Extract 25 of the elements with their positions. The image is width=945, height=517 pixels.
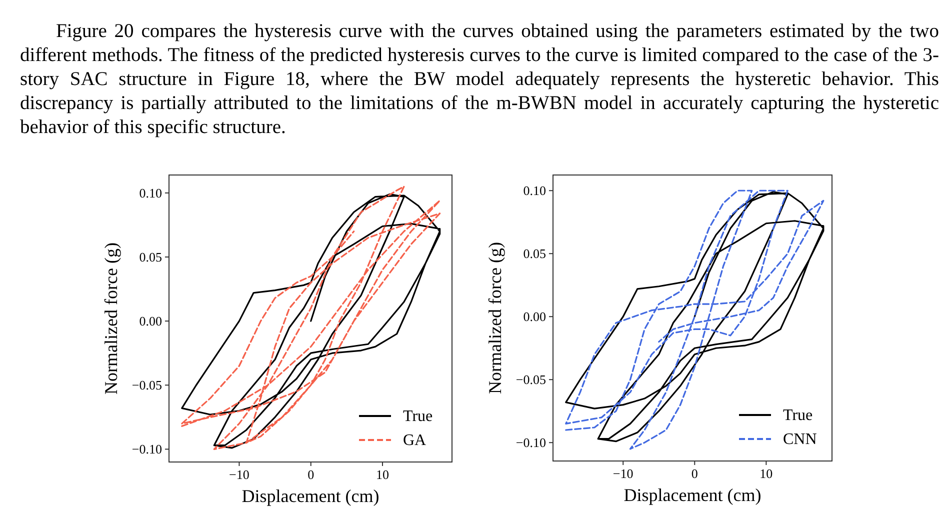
x-tick-label: −10 bbox=[612, 466, 634, 481]
x-tick-label: 10 bbox=[760, 466, 773, 481]
y-tick-label: −0.05 bbox=[132, 378, 162, 393]
x-tick-label: 0 bbox=[691, 466, 698, 481]
y-tick-label: −0.05 bbox=[516, 372, 546, 388]
y-axis-title: Normalized force (g) bbox=[101, 242, 121, 394]
x-tick-label: 10 bbox=[376, 467, 390, 482]
y-tick-label: 0.00 bbox=[523, 309, 546, 324]
y-tick-label: 0.10 bbox=[139, 185, 162, 200]
x-axis-title: Displacement (cm) bbox=[624, 485, 762, 505]
y-tick-label: −0.10 bbox=[132, 442, 162, 457]
y-tick-label: 0.10 bbox=[523, 183, 546, 198]
caption: Figure 20 compares the hysteresis curve with the curves obtained using the parameters estimated by the two different methods. The fitness of the predicted hysteresis curves to the curve is limited compared to the case of the 3-story SAC structure in Figure 18, where the BW model adequately represents the hysteretic behavior. This discrepancy is partially attributed to the limitations of the m-BWBN model in accurately capturing the hysteretic behavior of this specific structure. bbox=[20, 20, 939, 140]
legend-label: GA bbox=[403, 432, 427, 449]
y-tick-label: 0.05 bbox=[139, 250, 162, 264]
x-axis-title: Displacement (cm) bbox=[242, 486, 380, 506]
legend-label: CNN bbox=[783, 431, 818, 448]
y-tick-label: −0.10 bbox=[516, 435, 546, 450]
y-tick-label: 0.00 bbox=[139, 314, 162, 329]
legend-label: True bbox=[783, 407, 813, 424]
y-tick-label: 0.05 bbox=[523, 246, 546, 262]
x-tick-label: 0 bbox=[308, 467, 314, 482]
legend-label: True bbox=[403, 408, 433, 425]
x-tick-label: −10 bbox=[229, 467, 250, 482]
y-axis-title: Normalized force (g) bbox=[485, 242, 505, 394]
